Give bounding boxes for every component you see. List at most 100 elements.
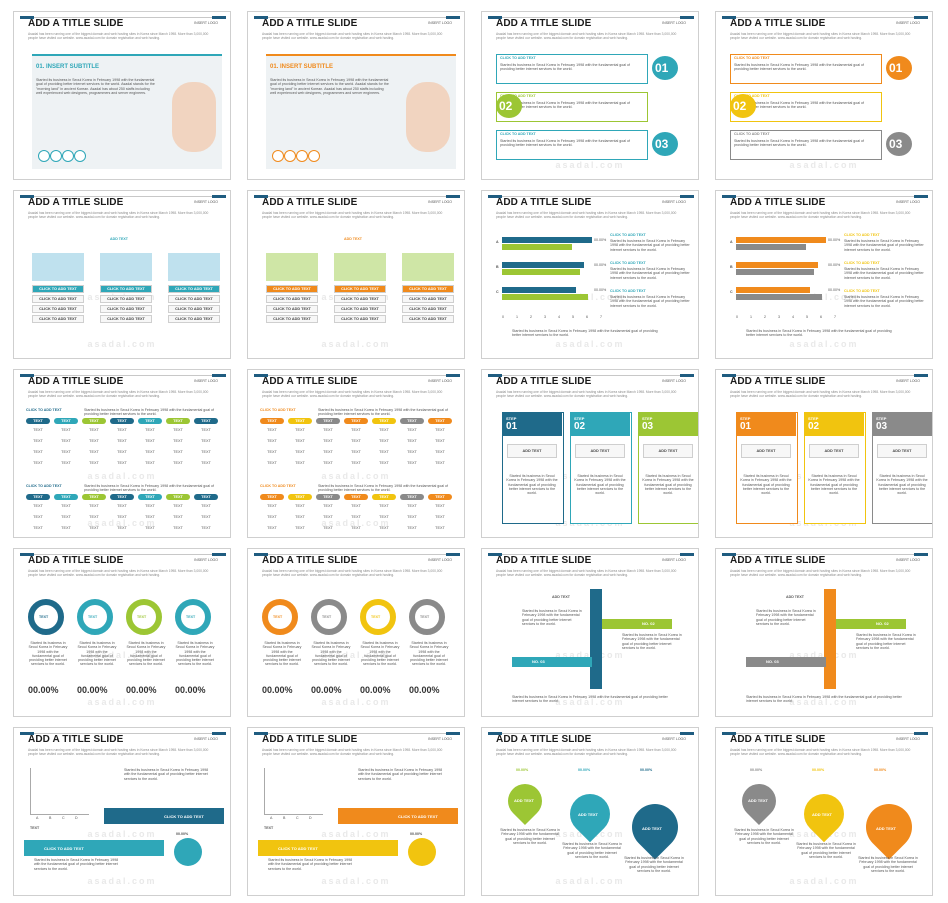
donut-body: Started its business in Seoul Korea in F… [360, 641, 400, 667]
bar-value: 00.00% [828, 263, 841, 267]
click-to-add-text[interactable]: CLICK TO ADD TEXT [164, 814, 204, 819]
slide-thumbnail[interactable]: ADD A TITLE SLIDE INSERT LOGO Asadal has b… [715, 11, 933, 180]
click-to-add-row[interactable]: CLICK TO ADD TEXT [168, 295, 220, 303]
category-label: A [496, 240, 499, 244]
slide-thumbnail[interactable]: ADD A TITLE SLIDE INSERT LOGO Asadal has b… [481, 11, 699, 180]
click-to-add-row[interactable]: CLICK TO ADD TEXT [100, 295, 152, 303]
click-to-add-row[interactable]: CLICK TO ADD TEXT [402, 295, 454, 303]
click-to-add-row[interactable]: CLICK TO ADD TEXT [100, 305, 152, 313]
click-to-add-text[interactable]: CLICK TO ADD TEXT [26, 484, 62, 488]
click-to-add-row[interactable]: CLICK TO ADD TEXT [168, 305, 220, 313]
click-to-add-row[interactable]: CLICK TO ADD TEXT [402, 305, 454, 313]
title-rule [722, 553, 928, 556]
click-to-add-text[interactable]: CLICK TO ADD TEXT [844, 261, 880, 265]
click-to-add-button[interactable]: CLICK TO ADD TEXT [266, 285, 318, 293]
click-to-add-text[interactable]: CLICK TO ADD TEXT [260, 484, 296, 488]
header-cell: TEXT [173, 495, 183, 499]
slide-thumbnail[interactable]: ADD A TITLE SLIDE INSERT LOGO Asadal has b… [13, 11, 231, 180]
click-to-add-row[interactable]: CLICK TO ADD TEXT [32, 305, 84, 313]
click-to-add-row[interactable]: CLICK TO ADD TEXT [266, 295, 318, 303]
add-text-box[interactable]: ADD TEXT [741, 444, 791, 458]
click-to-add-row[interactable]: CLICK TO ADD TEXT [168, 315, 220, 323]
click-to-add-text[interactable]: CLICK TO ADD TEXT [610, 261, 646, 265]
slide-thumbnail[interactable]: ADD A TITLE SLIDE INSERT LOGO Asadal has b… [247, 369, 465, 538]
number-text: 02 [733, 99, 747, 113]
click-to-add-row[interactable]: CLICK TO ADD TEXT [266, 305, 318, 313]
chart-axis-label: D [75, 816, 78, 820]
click-to-add-text[interactable]: CLICK TO ADD TEXT [500, 132, 536, 136]
click-to-add-text[interactable]: CLICK TO ADD TEXT [500, 56, 536, 60]
rule-accent-left [20, 16, 34, 19]
click-to-add-text[interactable]: CLICK TO ADD TEXT [260, 408, 296, 412]
bar-value: 00.00% [594, 263, 607, 267]
slide-thumbnail[interactable]: ADD A TITLE SLIDE INSERT LOGO Asadal has b… [481, 548, 699, 717]
click-to-add-row[interactable]: CLICK TO ADD TEXT [266, 315, 318, 323]
slide-thumbnail[interactable]: ADD A TITLE SLIDE INSERT LOGO Asadal has b… [247, 11, 465, 180]
title-rule [488, 732, 694, 735]
click-to-add-row[interactable]: CLICK TO ADD TEXT [334, 315, 386, 323]
add-text-box[interactable]: ADD TEXT [877, 444, 927, 458]
click-to-add-row[interactable]: CLICK TO ADD TEXT [334, 295, 386, 303]
slide-thumbnail[interactable]: ADD A TITLE SLIDE INSERT LOGO Asadal has b… [13, 548, 231, 717]
slide-thumbnail[interactable]: ADD A TITLE SLIDE INSERT LOGO Asadal has b… [13, 369, 231, 538]
step-label: STEP [876, 416, 887, 421]
click-to-add-button[interactable]: CLICK TO ADD TEXT [334, 285, 386, 293]
click-to-add-row[interactable]: CLICK TO ADD TEXT [402, 315, 454, 323]
slide-thumbnail[interactable]: ADD A TITLE SLIDE INSERT LOGO Asadal has b… [481, 190, 699, 359]
slide-thumbnail[interactable]: ADD A TITLE SLIDE INSERT LOGO Asadal has b… [247, 727, 465, 896]
click-to-add-text[interactable]: CLICK TO ADD TEXT [278, 846, 318, 851]
header-cell: TEXT [407, 419, 417, 423]
click-to-add-text[interactable]: CLICK TO ADD TEXT [610, 233, 646, 237]
header-cell: TEXT [379, 419, 389, 423]
click-to-add-text[interactable]: CLICK TO ADD TEXT [26, 408, 62, 412]
add-text-box[interactable]: ADD TEXT [575, 444, 625, 458]
slide-thumbnail[interactable]: ADD A TITLE SLIDE INSERT LOGO Asadal has b… [715, 190, 933, 359]
slide-thumbnail[interactable]: ADD A TITLE SLIDE INSERT LOGO Asadal has b… [715, 369, 933, 538]
slide-thumbnail[interactable]: ADD A TITLE SLIDE INSERT LOGO Asadal has b… [13, 190, 231, 359]
click-to-add-button[interactable]: CLICK TO ADD TEXT [100, 285, 152, 293]
slide-thumbnail[interactable]: ADD A TITLE SLIDE INSERT LOGO Asadal has b… [481, 369, 699, 538]
slide-title: ADD A TITLE SLIDE [496, 197, 592, 208]
click-to-add-button[interactable]: CLICK TO ADD TEXT [168, 285, 220, 293]
add-text-box[interactable]: ADD TEXT [507, 444, 557, 458]
add-text-box[interactable]: ADD TEXT [809, 444, 859, 458]
slide-thumbnail[interactable]: ADD A TITLE SLIDE INSERT LOGO Asadal has b… [13, 727, 231, 896]
click-to-add-text[interactable]: CLICK TO ADD TEXT [500, 94, 536, 98]
slide-thumbnail[interactable]: ADD A TITLE SLIDE INSERT LOGO Asadal has b… [715, 548, 933, 717]
step-number: 02 [808, 421, 820, 432]
click-to-add-row[interactable]: CLICK TO ADD TEXT [100, 315, 152, 323]
click-to-add-text[interactable]: CLICK TO ADD TEXT [734, 132, 770, 136]
click-to-add-text[interactable]: CLICK TO ADD TEXT [44, 846, 84, 851]
slide-thumbnail[interactable]: ADD A TITLE SLIDE INSERT LOGO Asadal has b… [247, 190, 465, 359]
panel-body: Started its business in Seoul Korea in F… [734, 63, 865, 72]
add-text-box[interactable]: ADD TEXT [643, 444, 693, 458]
title-rule [20, 195, 226, 198]
number-text: 03 [889, 137, 903, 151]
click-to-add-text[interactable]: CLICK TO ADD TEXT [610, 289, 646, 293]
number-text: 03 [655, 137, 669, 151]
title-rule [488, 553, 694, 556]
table-cell: TEXT [145, 504, 155, 508]
click-to-add-button[interactable]: CLICK TO ADD TEXT [32, 285, 84, 293]
click-to-add-text[interactable]: CLICK TO ADD TEXT [734, 56, 770, 60]
title-rule [722, 16, 928, 19]
insert-logo: INSERT LOGO [896, 200, 920, 204]
slide-thumbnail[interactable]: ADD A TITLE SLIDE INSERT LOGO Asadal has b… [481, 727, 699, 896]
click-to-add-text[interactable]: CLICK TO ADD TEXT [734, 94, 770, 98]
click-to-add-text[interactable]: CLICK TO ADD TEXT [844, 289, 880, 293]
slide-thumbnail[interactable]: ADD A TITLE SLIDE INSERT LOGO Asadal has b… [715, 727, 933, 896]
click-to-add-row[interactable]: CLICK TO ADD TEXT [32, 315, 84, 323]
axis-tick: 3 [544, 315, 546, 319]
click-to-add-text[interactable]: CLICK TO ADD TEXT [398, 814, 438, 819]
slide-thumbnail[interactable]: ADD A TITLE SLIDE INSERT LOGO Asadal has b… [247, 548, 465, 717]
click-to-add-row[interactable]: CLICK TO ADD TEXT [32, 295, 84, 303]
click-to-add-row[interactable]: CLICK TO ADD TEXT [334, 305, 386, 313]
table-cell: TEXT [323, 428, 333, 432]
click-to-add-text[interactable]: CLICK TO ADD TEXT [844, 233, 880, 237]
rule-accent-right [680, 16, 694, 19]
item-body: Started its business in Seoul Korea in F… [610, 295, 690, 308]
add-text-label: ADD TEXT [552, 595, 570, 599]
no-label: NO. 02 [876, 621, 889, 626]
item-body: Started its business in Seoul Korea in F… [844, 295, 924, 308]
click-to-add-button[interactable]: CLICK TO ADD TEXT [402, 285, 454, 293]
